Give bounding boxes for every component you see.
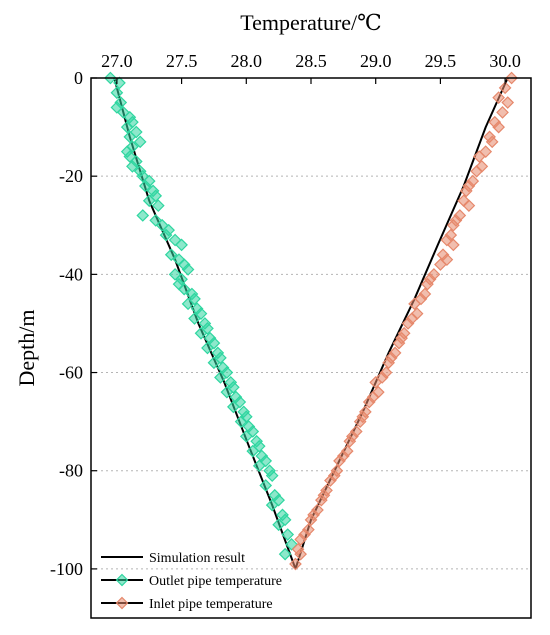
outlet-point (246, 444, 260, 458)
outlet-point (234, 415, 248, 428)
plot-frame (90, 77, 532, 619)
inlet-point (392, 336, 406, 350)
legend-label: Inlet pipe temperature (149, 597, 273, 612)
y-tick-label: -20 (59, 166, 83, 186)
inlet-point (470, 164, 483, 178)
series-1 (104, 71, 298, 561)
plot-series (104, 71, 518, 571)
inlet-point (315, 493, 328, 507)
inlet-point (289, 557, 302, 571)
x-tick-label: 29.5 (425, 51, 457, 71)
inlet-point (447, 238, 460, 252)
legend-simulation: Simulation result (101, 551, 245, 566)
outlet-point (252, 459, 266, 473)
outlet-point (265, 498, 279, 512)
legend-label: Simulation result (149, 551, 245, 566)
inlet-point (492, 120, 505, 134)
x-tick-label: 28.5 (295, 51, 327, 71)
legend-marker (115, 573, 129, 587)
y-tick-label: -100 (50, 559, 83, 579)
inlet-point (496, 106, 509, 119)
legend-inlet: Inlet pipe temperature (101, 596, 273, 612)
outlet-point (120, 120, 134, 134)
outlet-point (159, 228, 173, 242)
inlet-point (401, 317, 415, 330)
series-0 (113, 77, 509, 570)
y-tick-label: 0 (74, 68, 83, 88)
inlet-point (343, 434, 357, 448)
outlet-point (126, 160, 139, 173)
inlet-point (492, 91, 505, 104)
outlet-point (239, 430, 253, 443)
outlet-point (151, 199, 165, 212)
inlet-point (498, 81, 512, 95)
grid-lines (91, 175, 531, 570)
outlet-point (181, 263, 195, 276)
inlet-point (459, 184, 473, 198)
outlet-point (164, 248, 178, 262)
legend-outlet: Outlet pipe temperature (101, 573, 282, 589)
outlet-point (281, 528, 295, 541)
outlet-point (177, 282, 191, 296)
x-tick-label: 27.5 (166, 51, 198, 71)
x-tick-label: 27.0 (101, 51, 133, 71)
inlet-point (294, 533, 307, 546)
inlet-point (408, 297, 421, 311)
outlet-point (259, 479, 273, 492)
inlet-point (304, 513, 318, 527)
outlet-point (181, 297, 195, 311)
inlet-point (324, 474, 337, 487)
inlet-point (462, 199, 476, 212)
x-axis-title: Temperature/℃ (240, 10, 382, 35)
inlet-point (501, 96, 515, 109)
inlet-point (447, 218, 460, 232)
inlet-point (294, 547, 307, 561)
outlet-point (139, 179, 152, 193)
legend-label: Outlet pipe temperature (149, 574, 282, 589)
y-axis-title: Depth/m (14, 310, 39, 387)
outlet-point (110, 86, 124, 100)
inlet-point (382, 356, 395, 370)
y-tick-label: -40 (59, 264, 83, 284)
y-tick-label: -80 (59, 461, 83, 481)
axes: 27.0 27.5 28.0 28.5 29.0 29.5 30.0 0 -20 -40 -60 -8… (50, 51, 521, 579)
legend-marker (115, 596, 129, 610)
outlet-point (227, 400, 240, 414)
outlet-point (188, 312, 201, 325)
outlet-point (272, 518, 285, 532)
inlet-point (434, 258, 447, 271)
series-2 (289, 71, 518, 571)
y-tick-label: -60 (59, 363, 83, 383)
outlet-point (142, 194, 156, 208)
outlet-point (265, 469, 279, 482)
outlet-point (207, 356, 221, 370)
outlet-point (133, 135, 147, 149)
x-tick-label: 30.0 (489, 51, 521, 71)
outlet-point (123, 130, 137, 144)
inlet-point (333, 454, 346, 468)
outlet-point (278, 547, 292, 561)
outlet-point (214, 371, 227, 384)
outlet-point (194, 326, 208, 340)
x-tick-label: 29.0 (360, 51, 392, 71)
legend: Simulation result Outlet pipe temperature… (101, 551, 282, 612)
inlet-point (369, 376, 383, 389)
inlet-point (421, 277, 434, 291)
inlet-point (485, 135, 499, 149)
inlet-point (472, 150, 486, 163)
outlet-point (220, 385, 234, 399)
x-tick-label: 28.0 (231, 51, 263, 71)
outlet-point (201, 341, 214, 355)
outlet-point (136, 209, 150, 222)
outlet-point (175, 238, 188, 252)
inlet-point (362, 395, 376, 409)
inlet-point (353, 415, 367, 428)
